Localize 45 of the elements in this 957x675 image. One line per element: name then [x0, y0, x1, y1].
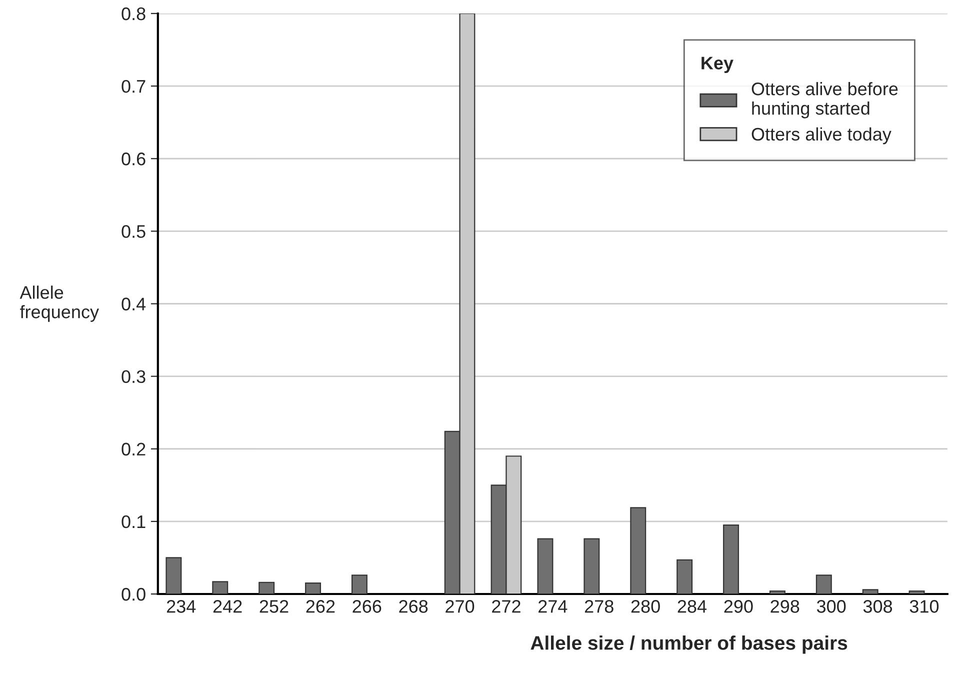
- x-tick-label: 272: [492, 600, 520, 613]
- bar: [723, 524, 739, 594]
- y-tick-label: 0.3: [122, 370, 146, 384]
- x-tick-label: 284: [678, 600, 707, 613]
- x-tick-label: 266: [352, 600, 382, 613]
- x-tick-label: 300: [816, 600, 846, 613]
- legend-title: Key: [702, 56, 734, 74]
- bar: [305, 582, 322, 594]
- x-tick-label: 280: [631, 600, 660, 613]
- y-tick-label: 0.6: [122, 152, 146, 166]
- bar: [816, 574, 832, 594]
- bar: [584, 538, 600, 594]
- bar: [769, 590, 786, 594]
- bar: [537, 538, 554, 594]
- x-tick-label: 270: [446, 600, 474, 613]
- y-tick-label: 0.7: [122, 80, 146, 93]
- bar: [630, 507, 646, 594]
- x-tick-label: 298: [770, 600, 800, 613]
- y-tick-label: 0.1: [122, 515, 146, 528]
- bar: [258, 582, 275, 594]
- bar: [351, 574, 368, 594]
- x-tick-label: 242: [213, 600, 242, 613]
- x-tick-label: 252: [260, 600, 288, 613]
- x-tick-label: 278: [584, 600, 614, 613]
- y-tick-label: 0.2: [122, 442, 146, 456]
- x-tick-label: 290: [724, 600, 753, 613]
- y-axis-title: Allele frequency: [20, 286, 99, 322]
- bar: [862, 589, 878, 594]
- x-tick-label: 262: [306, 600, 335, 613]
- x-tick-label: 268: [399, 600, 428, 613]
- bar: [166, 557, 182, 594]
- x-tick-label: 308: [863, 600, 892, 613]
- x-tick-label: 234: [166, 600, 196, 613]
- bar: [908, 590, 925, 594]
- bar: [212, 581, 228, 594]
- x-tick-label: 310: [910, 600, 939, 613]
- x-axis-title: Allele size / number of bases pairs: [530, 636, 848, 654]
- y-tick-label: 0.4: [122, 298, 146, 310]
- y-tick-label: 0.0: [122, 588, 146, 601]
- legend-label: Otters alive before hunting started: [752, 82, 898, 118]
- bar: [676, 559, 693, 594]
- x-tick-label: 274: [538, 600, 568, 613]
- legend-label: Otters alive today: [752, 127, 892, 144]
- y-tick-label: 0.8: [122, 7, 146, 20]
- y-tick-label: 0.5: [122, 225, 146, 238]
